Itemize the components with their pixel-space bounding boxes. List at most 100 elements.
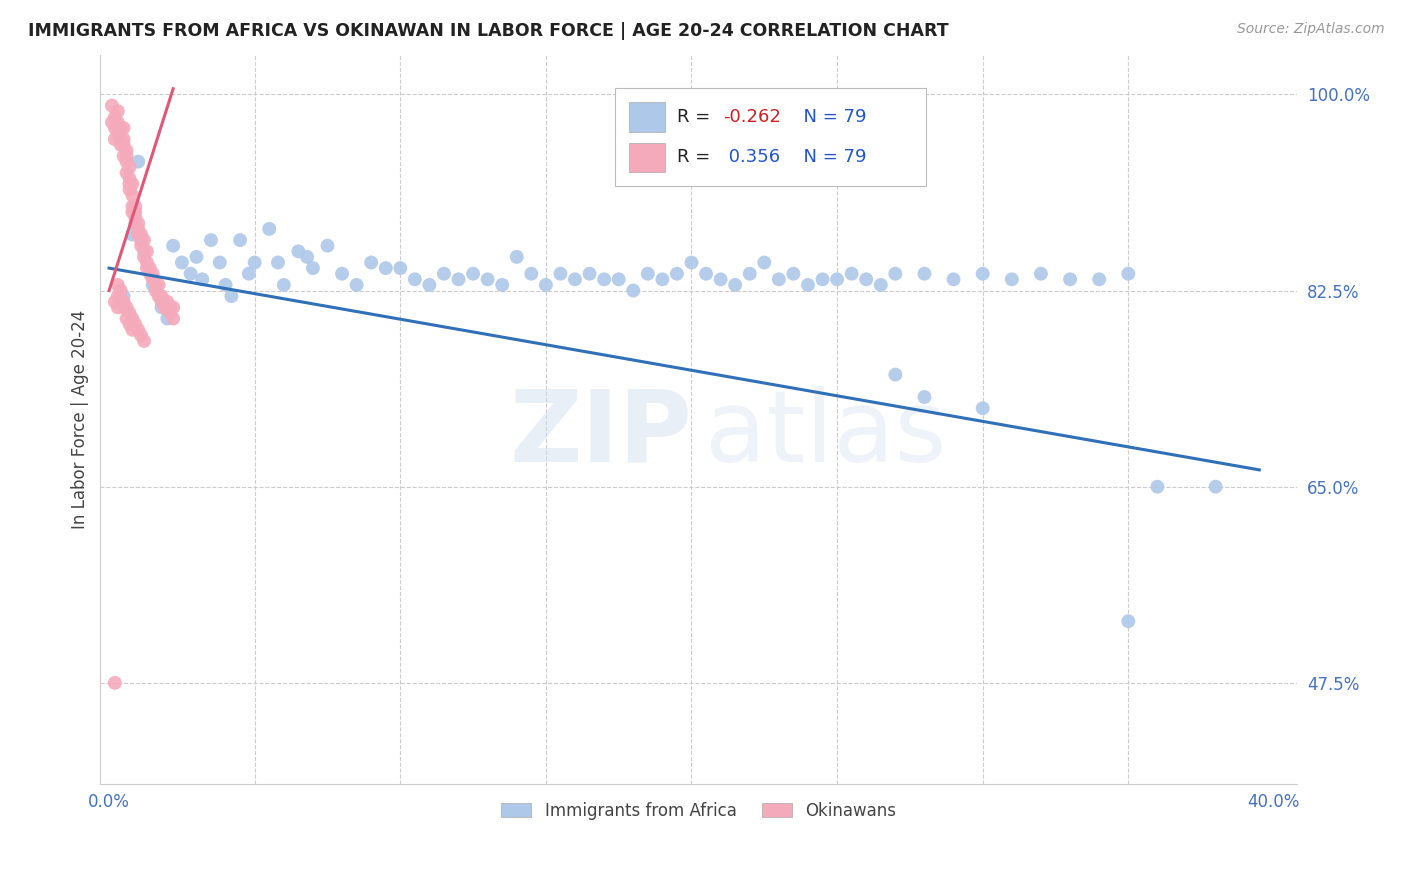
Text: -0.262: -0.262 <box>723 108 780 126</box>
Point <box>972 267 994 281</box>
Text: R =: R = <box>678 108 716 126</box>
Point <box>112 294 135 309</box>
Point <box>156 301 179 315</box>
Point <box>238 267 260 281</box>
Point <box>243 255 266 269</box>
Point <box>150 294 173 309</box>
Text: atlas: atlas <box>704 385 946 483</box>
Point <box>869 277 891 292</box>
Point <box>221 289 243 303</box>
Point <box>1116 267 1139 281</box>
Point <box>112 149 135 163</box>
Point <box>295 250 318 264</box>
Point <box>104 132 127 146</box>
Point <box>287 244 309 259</box>
Point <box>461 267 484 281</box>
Point <box>132 250 155 264</box>
Point <box>142 267 165 281</box>
Point <box>127 222 149 236</box>
Point <box>118 183 141 197</box>
Point <box>825 272 848 286</box>
Point <box>136 244 159 259</box>
Point <box>534 277 557 292</box>
Point <box>506 250 529 264</box>
Point <box>129 227 152 242</box>
Point <box>389 261 412 276</box>
Point <box>104 110 127 124</box>
Point <box>150 289 173 303</box>
Point <box>148 289 170 303</box>
Point <box>121 323 143 337</box>
Point <box>104 676 127 690</box>
Point <box>139 261 162 276</box>
Point <box>132 244 155 259</box>
Point <box>121 311 143 326</box>
Point <box>1205 480 1227 494</box>
Point <box>112 132 135 146</box>
Point <box>110 120 132 135</box>
Text: IMMIGRANTS FROM AFRICA VS OKINAWAN IN LABOR FORCE | AGE 20-24 CORRELATION CHART: IMMIGRANTS FROM AFRICA VS OKINAWAN IN LA… <box>28 22 949 40</box>
Point <box>768 272 790 286</box>
Point <box>267 255 290 269</box>
Point <box>118 171 141 186</box>
Point <box>118 160 141 174</box>
Point <box>124 205 146 219</box>
Point <box>136 255 159 269</box>
Point <box>127 154 149 169</box>
Point <box>186 250 208 264</box>
Point <box>972 401 994 416</box>
Point <box>564 272 586 286</box>
Point <box>200 233 222 247</box>
Point <box>1146 480 1168 494</box>
Point <box>145 284 167 298</box>
Point <box>107 115 129 129</box>
Point <box>101 115 124 129</box>
Point <box>148 277 170 292</box>
Point <box>121 177 143 191</box>
Text: ZIP: ZIP <box>510 385 693 483</box>
Point <box>180 267 202 281</box>
Point <box>418 277 440 292</box>
Point <box>1001 272 1024 286</box>
Point <box>1059 272 1081 286</box>
Point <box>156 294 179 309</box>
Point <box>884 267 907 281</box>
Point <box>578 267 600 281</box>
Point <box>782 267 804 281</box>
Text: N = 79: N = 79 <box>792 108 866 126</box>
Point <box>855 272 877 286</box>
Point <box>681 255 703 269</box>
Point <box>273 277 295 292</box>
Point <box>162 238 184 252</box>
Point <box>142 272 165 286</box>
Point <box>491 277 513 292</box>
Point <box>302 261 325 276</box>
Legend: Immigrants from Africa, Okinawans: Immigrants from Africa, Okinawans <box>495 795 903 826</box>
Point <box>665 267 688 281</box>
Point <box>121 227 143 242</box>
Point <box>724 277 747 292</box>
Point <box>621 284 644 298</box>
Point <box>214 277 236 292</box>
FancyBboxPatch shape <box>630 143 665 172</box>
Point <box>208 255 231 269</box>
Point <box>124 199 146 213</box>
Point <box>104 120 127 135</box>
Point <box>156 311 179 326</box>
Point <box>637 267 659 281</box>
Point <box>124 211 146 225</box>
Point <box>162 301 184 315</box>
Point <box>346 277 368 292</box>
Point <box>593 272 616 286</box>
Point <box>1116 614 1139 628</box>
Point <box>145 277 167 292</box>
Point <box>191 272 214 286</box>
Point <box>520 267 543 281</box>
Point <box>447 272 470 286</box>
Point <box>607 272 630 286</box>
Point <box>330 267 353 281</box>
Point <box>811 272 834 286</box>
Point <box>107 301 129 315</box>
Point <box>159 301 181 315</box>
Point <box>841 267 863 281</box>
